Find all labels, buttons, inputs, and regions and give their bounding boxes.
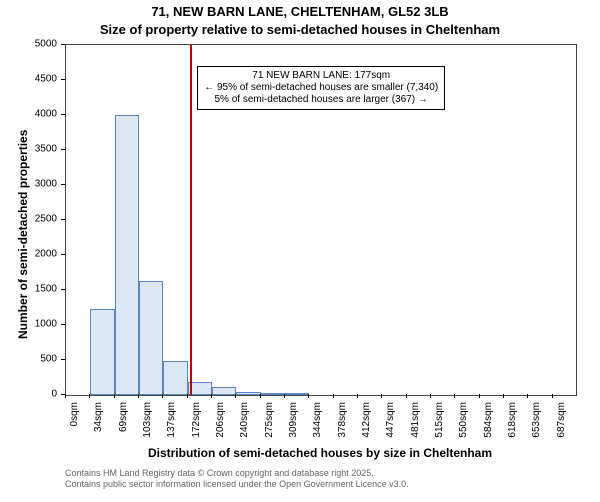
- histogram-bar: [236, 392, 260, 395]
- histogram-bar: [261, 393, 285, 395]
- y-tick-label: 0: [0, 389, 57, 400]
- y-tick-label: 4000: [0, 109, 57, 120]
- y-tick-mark: [61, 289, 65, 290]
- histogram-bar: [285, 393, 309, 395]
- x-tick-mark: [65, 394, 66, 398]
- histogram-bar: [212, 387, 236, 395]
- x-tick-mark: [284, 394, 285, 398]
- annotation-line2: ← 95% of semi-detached houses are smalle…: [204, 82, 438, 94]
- reference-line: [190, 45, 192, 395]
- annotation-box: 71 NEW BARN LANE: 177sqm ← 95% of semi-d…: [197, 66, 445, 110]
- y-tick-mark: [61, 114, 65, 115]
- y-tick-mark: [61, 79, 65, 80]
- y-tick-mark: [61, 359, 65, 360]
- y-tick-label: 3000: [0, 179, 57, 190]
- x-tick-mark: [381, 394, 382, 398]
- x-tick-mark: [187, 394, 188, 398]
- x-tick-mark: [552, 394, 553, 398]
- y-tick-mark: [61, 254, 65, 255]
- x-tick-mark: [89, 394, 90, 398]
- y-tick-mark: [61, 149, 65, 150]
- x-tick-mark: [114, 394, 115, 398]
- y-axis-label: Number of semi-detached properties: [16, 130, 30, 339]
- histogram-bar: [139, 281, 163, 395]
- x-tick-mark: [527, 394, 528, 398]
- histogram-bar: [115, 115, 139, 395]
- y-tick-label: 1500: [0, 284, 57, 295]
- annotation-line3: 5% of semi-detached houses are larger (3…: [204, 94, 438, 106]
- x-tick-mark: [503, 394, 504, 398]
- x-tick-mark: [211, 394, 212, 398]
- y-tick-mark: [61, 184, 65, 185]
- y-tick-label: 500: [0, 354, 57, 365]
- y-tick-label: 5000: [0, 39, 57, 50]
- plot-area: 71 NEW BARN LANE: 177sqm ← 95% of semi-d…: [65, 44, 577, 396]
- y-tick-label: 4500: [0, 74, 57, 85]
- title-main: 71, NEW BARN LANE, CHELTENHAM, GL52 3LB: [0, 4, 600, 19]
- y-tick-label: 3500: [0, 144, 57, 155]
- y-tick-label: 2500: [0, 214, 57, 225]
- y-tick-label: 2000: [0, 249, 57, 260]
- x-tick-mark: [357, 394, 358, 398]
- x-tick-mark: [430, 394, 431, 398]
- x-tick-mark: [333, 394, 334, 398]
- y-tick-mark: [61, 219, 65, 220]
- annotation-line1: 71 NEW BARN LANE: 177sqm: [204, 70, 438, 82]
- x-tick-mark: [308, 394, 309, 398]
- x-tick-mark: [138, 394, 139, 398]
- x-tick-mark: [454, 394, 455, 398]
- chart-container: 71, NEW BARN LANE, CHELTENHAM, GL52 3LB …: [0, 0, 600, 500]
- x-tick-mark: [406, 394, 407, 398]
- footer-line2: Contains public sector information licen…: [65, 479, 409, 490]
- histogram-bar: [163, 361, 187, 395]
- footer-line1: Contains HM Land Registry data © Crown c…: [65, 468, 409, 479]
- footer: Contains HM Land Registry data © Crown c…: [65, 468, 409, 491]
- histogram-bar: [90, 309, 114, 395]
- y-tick-mark: [61, 44, 65, 45]
- title-sub: Size of property relative to semi-detach…: [0, 22, 600, 37]
- y-tick-mark: [61, 324, 65, 325]
- x-tick-mark: [162, 394, 163, 398]
- y-tick-label: 1000: [0, 319, 57, 330]
- x-tick-mark: [479, 394, 480, 398]
- x-tick-mark: [260, 394, 261, 398]
- x-axis-label: Distribution of semi-detached houses by …: [65, 446, 575, 460]
- x-tick-mark: [235, 394, 236, 398]
